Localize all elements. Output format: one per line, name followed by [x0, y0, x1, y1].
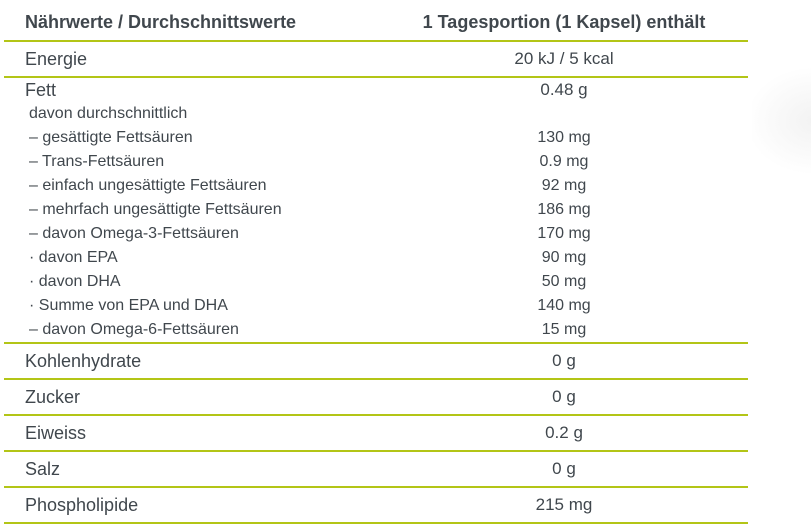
row-kohlenhydrate: Kohlenhydrate 0 g [4, 344, 748, 380]
row-energie: Energie 20 kJ / 5 kcal [4, 42, 748, 78]
fett-subline: – davon Omega-6-Fettsäuren 15 mg [4, 318, 748, 342]
row-label: · Summe von EPA und DHA [29, 297, 228, 314]
row-label: – mehrfach ungesättigte Fettsäuren [29, 201, 282, 218]
row-value: 0.2 g [545, 423, 583, 442]
row-label: · davon EPA [29, 249, 118, 266]
row-value: 50 mg [541, 273, 587, 290]
row-eiweiss: Eiweiss 0.2 g [4, 416, 748, 452]
row-phospholipide: Phospholipide 215 mg [4, 488, 748, 524]
fett-subline: · davon EPA 90 mg [4, 246, 748, 270]
row-label: – davon Omega-3-Fettsäuren [29, 225, 239, 242]
row-value: 170 mg [537, 225, 591, 242]
row-label: davon durchschnittlich [29, 105, 188, 122]
row-label: Energie [25, 49, 88, 69]
row-value [380, 102, 748, 126]
row-zucker: Zucker 0 g [4, 380, 748, 416]
fett-subline: – gesättigte Fettsäuren 130 mg [4, 126, 748, 150]
row-value: 15 mg [541, 321, 587, 338]
row-value: 0 g [552, 459, 576, 478]
background-image-fade [752, 52, 811, 177]
fett-subline: · Summe von EPA und DHA 140 mg [4, 294, 748, 318]
row-label: Eiweiss [25, 423, 87, 443]
fett-subline: – davon Omega-3-Fettsäuren 170 mg [4, 222, 748, 246]
row-value: 0.48 g [540, 80, 588, 99]
row-value: 92 mg [541, 177, 587, 194]
fett-line: Fett 0.48 g [4, 78, 748, 102]
row-label: Salz [25, 459, 61, 479]
row-value: 90 mg [541, 249, 587, 266]
row-label: Zucker [25, 387, 81, 407]
table-header-row: Nährwerte / Durchschnittswerte 1 Tagespo… [4, 0, 748, 42]
row-label: Kohlenhydrate [25, 351, 142, 371]
row-fett-group: Fett 0.48 g davon durchschnittlich – ges… [4, 78, 748, 344]
row-salz: Salz 0 g [4, 452, 748, 488]
row-value: 20 kJ / 5 kcal [514, 49, 614, 68]
fett-subline: · davon DHA 50 mg [4, 270, 748, 294]
row-value: 186 mg [537, 201, 591, 218]
nutrition-table: Nährwerte / Durchschnittswerte 1 Tagespo… [4, 0, 748, 524]
row-label: – gesättigte Fettsäuren [29, 129, 193, 146]
row-value: 140 mg [537, 297, 591, 314]
fett-subline: – Trans-Fettsäuren 0.9 mg [4, 150, 748, 174]
fett-subline: – mehrfach ungesättigte Fettsäuren 186 m… [4, 198, 748, 222]
row-value: 0 g [552, 387, 576, 406]
row-label: – davon Omega-6-Fettsäuren [29, 321, 239, 338]
row-label: Fett [25, 80, 57, 100]
header-nutrients-column: Nährwerte / Durchschnittswerte [25, 12, 297, 32]
fett-subline: davon durchschnittlich [4, 102, 748, 126]
row-label: – einfach ungesättigte Fettsäuren [29, 177, 267, 194]
row-value: 215 mg [535, 495, 593, 514]
header-portion-column: 1 Tagesportion (1 Kapsel) enthält [422, 12, 706, 32]
row-label: · davon DHA [29, 273, 121, 290]
row-label: – Trans-Fettsäuren [29, 153, 165, 170]
fett-subline: – einfach ungesättigte Fettsäuren 92 mg [4, 174, 748, 198]
row-label: Phospholipide [25, 495, 139, 515]
row-value: 0 g [552, 351, 576, 370]
row-value: 130 mg [537, 129, 591, 146]
row-value: 0.9 mg [539, 153, 589, 170]
